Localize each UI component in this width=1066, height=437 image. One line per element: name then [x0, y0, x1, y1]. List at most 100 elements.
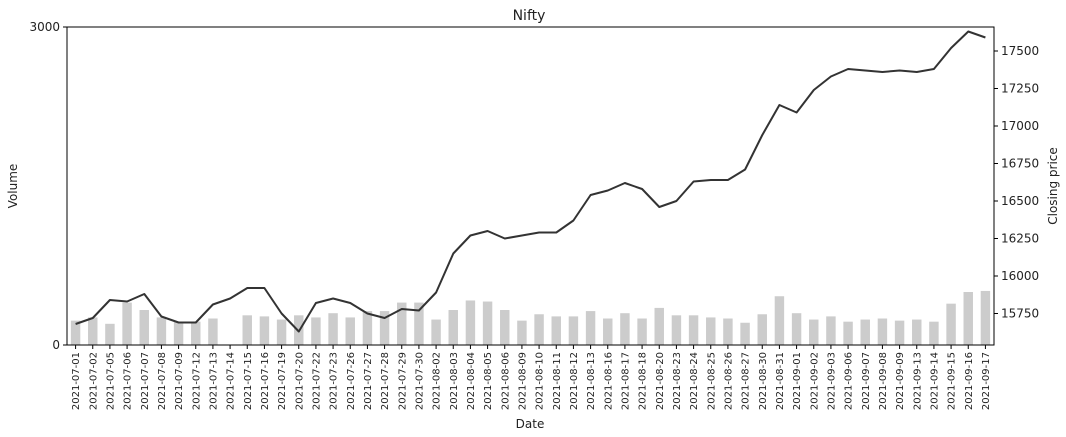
x-tick-label: 2021-09-08	[878, 352, 889, 410]
x-tick-label: 2021-07-08	[157, 352, 168, 410]
closing-price-line-path	[75, 30, 986, 333]
x-tick-label: 2021-08-04	[466, 352, 477, 410]
x-axis-label: Date	[516, 417, 545, 431]
volume-bar	[362, 311, 373, 345]
right-tick-label: 17000	[1001, 119, 1039, 133]
volume-bar	[328, 313, 338, 345]
x-tick-label: 2021-08-09	[517, 352, 528, 410]
x-tick-label: 2021-07-13	[208, 352, 219, 410]
volume-bar	[259, 316, 270, 345]
volume-bar	[534, 314, 544, 345]
volume-bar	[191, 321, 201, 345]
x-tick-label: 2021-09-16	[964, 352, 975, 410]
x-tick-label: 2021-08-25	[706, 352, 717, 410]
x-tick-label: 2021-07-05	[105, 352, 116, 410]
x-tick-label: 2021-08-03	[449, 352, 460, 410]
volume-bar	[88, 317, 98, 345]
x-tick-label: 2021-08-06	[500, 352, 511, 410]
x-tick-label: 2021-09-14	[929, 352, 940, 410]
chart-title: Nifty	[513, 8, 546, 24]
right-tick-label: 17500	[1001, 44, 1039, 58]
volume-bar	[311, 317, 321, 345]
volume-bar	[105, 323, 115, 345]
volume-bar	[345, 317, 355, 345]
plot-frame	[66, 26, 995, 346]
x-tick-label: 2021-08-02	[432, 352, 443, 410]
x-tick-label: 2021-08-11	[552, 352, 563, 410]
x-tick-label: 2021-08-31	[775, 352, 786, 410]
volume-bar	[139, 310, 149, 345]
x-tick-label: 2021-09-01	[792, 352, 803, 410]
volume-bar	[620, 313, 630, 345]
right-tick-label: 16750	[1001, 157, 1039, 171]
x-tick-label: 2021-07-02	[88, 352, 99, 410]
x-tick-label: 2021-07-29	[397, 352, 408, 410]
left-axis-ticks: 0 3000	[29, 20, 67, 352]
x-tick-label: 2021-08-18	[638, 352, 649, 410]
x-tick-label: 2021-08-26	[723, 352, 734, 410]
volume-bar	[826, 316, 836, 345]
volume-bar	[654, 307, 664, 345]
x-tick-label: 2021-07-14	[226, 352, 237, 410]
volume-bar	[843, 321, 853, 345]
volume-bar	[894, 320, 905, 345]
x-tick-label: 2021-07-28	[380, 352, 391, 410]
volume-bar	[671, 315, 682, 345]
volume-bar	[809, 319, 819, 345]
volume-bar	[963, 292, 973, 345]
volume-bar	[757, 314, 767, 345]
volume-bar	[585, 311, 596, 345]
x-tick-label: 2021-08-27	[741, 352, 752, 410]
x-tick-label: 2021-08-05	[483, 352, 494, 410]
volume-bar	[414, 302, 424, 345]
volume-bar	[980, 290, 991, 345]
x-tick-label: 2021-09-13	[912, 352, 923, 410]
x-tick-label: 2021-08-16	[603, 352, 614, 410]
x-tick-label: 2021-07-07	[140, 352, 151, 410]
volume-bar	[517, 320, 527, 345]
left-tick-label: 0	[52, 338, 60, 352]
x-tick-label: 2021-07-16	[260, 352, 271, 410]
x-tick-label: 2021-07-23	[329, 352, 340, 410]
x-tick-label: 2021-08-12	[569, 352, 580, 410]
volume-bar	[448, 310, 458, 345]
right-tick-label: 16000	[1001, 269, 1039, 283]
volume-bar	[723, 318, 733, 345]
x-tick-label: 2021-07-15	[243, 352, 254, 410]
x-tick-label: 2021-07-26	[346, 352, 357, 410]
left-tick-label: 3000	[29, 20, 60, 34]
x-tick-label: 2021-07-01	[71, 352, 82, 410]
x-tick-label: 2021-07-06	[123, 352, 134, 410]
x-tick-label: 2021-07-20	[294, 352, 305, 410]
x-tick-label: 2021-08-17	[620, 352, 631, 410]
volume-bar	[379, 311, 390, 345]
x-tick-label: 2021-08-13	[586, 352, 597, 410]
right-axis-ticks: 15750 16000 16250 16500 16750 17000 17250 17500	[994, 44, 1039, 321]
x-tick-label: 2021-09-02	[809, 352, 820, 410]
volume-bar	[465, 300, 476, 345]
right-tick-label: 16500	[1001, 194, 1039, 208]
volume-bar	[500, 310, 510, 345]
volume-bar	[156, 317, 167, 345]
volume-bar	[688, 315, 699, 345]
x-tick-label: 2021-07-12	[191, 352, 202, 410]
volume-bar	[173, 321, 184, 345]
volume-bar	[70, 320, 81, 345]
x-tick-label: 2021-07-09	[174, 352, 185, 410]
volume-bar	[122, 302, 132, 345]
x-tick-label: 2021-08-10	[535, 352, 546, 410]
right-tick-label: 15750	[1001, 307, 1039, 321]
volume-bar	[860, 319, 870, 345]
volume-bar	[740, 322, 750, 345]
x-axis-ticks: 2021-07-01 2021-07-02 2021-07-05 2021-07-06…	[71, 345, 992, 410]
x-tick-label: 2021-08-30	[758, 352, 769, 410]
volume-bar	[276, 319, 287, 345]
volume-bar	[208, 318, 218, 345]
volume-bar	[568, 316, 579, 345]
x-tick-label: 2021-09-09	[895, 352, 906, 410]
volume-bar	[774, 296, 785, 345]
x-tick-label: 2021-09-03	[826, 352, 837, 410]
volume-bar	[397, 302, 407, 345]
x-tick-label: 2021-08-24	[689, 352, 700, 410]
